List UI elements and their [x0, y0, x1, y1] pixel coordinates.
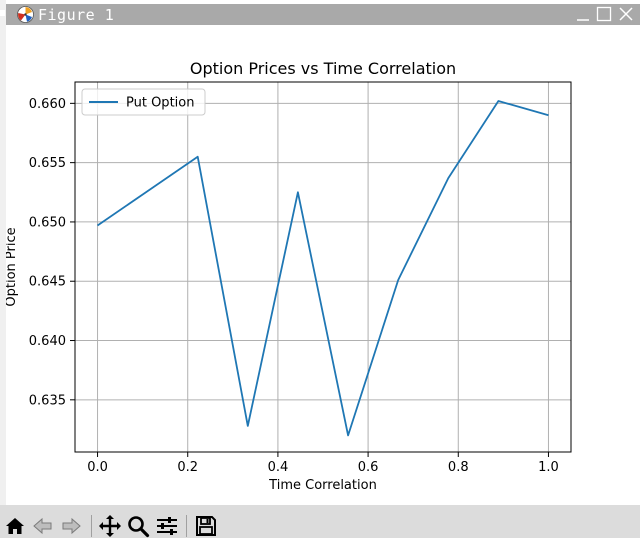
line-chart: 0.0 0.2 0.4 0.6 0.8 1.0 0.6350.6400.6450.6500… [4, 59, 572, 493]
maximize-icon[interactable] [595, 6, 613, 23]
x-tick-label: 0.0 [87, 460, 108, 475]
series-lines [96, 100, 549, 437]
legend-box [81, 88, 206, 116]
x-axis-ticks: 0.0 0.2 0.4 0.6 0.8 1.0 [87, 452, 559, 475]
toolbar-separator [186, 515, 187, 537]
plot-frame [74, 81, 572, 453]
y-tick-label: 0.645 [29, 275, 66, 290]
pan-icon[interactable] [98, 514, 122, 538]
edge-marker [0, 10, 5, 16]
zoom-icon[interactable] [126, 514, 150, 538]
x-tick-label: 0.2 [177, 460, 198, 475]
x-axis-label: Time Correlation [268, 478, 377, 493]
grid-lines [75, 82, 571, 452]
legend-label: Put Option [126, 96, 194, 111]
chart-title: Option Prices vs Time Correlation [190, 59, 456, 78]
y-tick-label: 0.655 [29, 156, 66, 171]
x-tick-label: 0.8 [448, 460, 469, 475]
series-line-put-option [96, 100, 549, 437]
minimize-icon[interactable] [574, 6, 592, 23]
y-tick-label: 0.660 [29, 97, 66, 112]
back-arrow-icon[interactable] [31, 514, 55, 538]
window-titlebar[interactable]: Figure 1 [6, 4, 640, 25]
legend: Put Option [81, 88, 206, 116]
figure-canvas[interactable]: 0.0 0.2 0.4 0.6 0.8 1.0 0.635 0.640 0.645 0.650 0… [4, 25, 640, 505]
y-tick-label: 0.650 [29, 215, 66, 230]
y-axis-label: Option Price [6, 227, 19, 306]
home-icon[interactable] [3, 514, 27, 538]
y-axis-ticks: 0.635 0.640 0.645 0.650 0.655 0.660 [29, 97, 75, 408]
forward-arrow-icon[interactable] [59, 514, 83, 538]
save-icon[interactable] [194, 514, 218, 538]
configure-subplots-icon[interactable] [155, 514, 179, 538]
toolbar-separator [91, 515, 92, 537]
navigation-toolbar [0, 505, 640, 538]
x-tick-label: 0.6 [358, 460, 379, 475]
y-tick-label: 0.635 [29, 393, 66, 408]
x-tick-label: 0.4 [268, 460, 289, 475]
left-window-edge [0, 0, 6, 538]
x-tick-label: 1.0 [538, 460, 559, 475]
window-title: Figure 1 [38, 6, 115, 24]
close-icon[interactable] [617, 6, 635, 23]
app-logo-icon [17, 6, 34, 23]
y-tick-label: 0.640 [29, 334, 66, 349]
